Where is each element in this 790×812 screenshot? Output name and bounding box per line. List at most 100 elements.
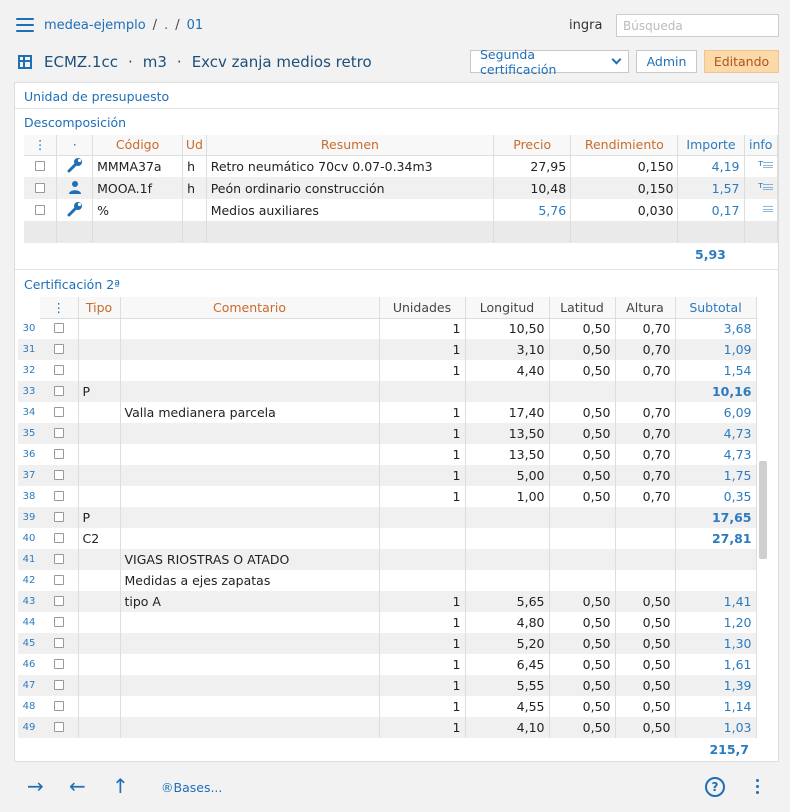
column-header[interactable]: Resumen [206, 135, 495, 156]
length-cell[interactable]: 4,80 [465, 612, 550, 633]
height-cell[interactable]: 0,70 [615, 339, 676, 360]
column-header[interactable]: Ud [182, 135, 207, 156]
bases-button[interactable]: ®Bases... [161, 780, 223, 795]
row-checkbox[interactable] [53, 596, 64, 606]
more-options-icon[interactable] [756, 779, 759, 794]
length-cell[interactable]: 4,55 [465, 696, 550, 717]
width-cell[interactable]: 0,50 [549, 486, 616, 507]
measurement-row[interactable]: 41 VIGAS RIOSTRAS O ATADO [18, 549, 757, 570]
height-cell[interactable]: 0,70 [615, 402, 676, 423]
width-cell[interactable]: 0,50 [549, 591, 616, 612]
width-cell[interactable]: 0,50 [549, 717, 616, 738]
measurement-row[interactable]: 31 1 3,10 0,50 0,70 1,09 [18, 339, 757, 360]
unit-cell[interactable]: h [182, 177, 207, 199]
admin-button[interactable]: Admin [636, 50, 697, 73]
measurement-row[interactable]: 39 P 17,65 [18, 507, 757, 528]
units-cell[interactable]: 1 [379, 591, 466, 612]
length-cell[interactable] [465, 381, 550, 402]
length-cell[interactable]: 17,40 [465, 402, 550, 423]
column-header[interactable]: info [744, 135, 778, 156]
length-cell[interactable]: 4,40 [465, 360, 550, 381]
type-cell[interactable] [78, 591, 121, 612]
measurement-row[interactable]: 32 1 4,40 0,50 0,70 1,54 [18, 360, 757, 381]
breadcrumb-chapter[interactable]: 01 [186, 17, 204, 33]
type-cell[interactable] [78, 717, 121, 738]
info-icon[interactable]: 𝄘 [744, 199, 778, 221]
unit-cell[interactable]: h [182, 155, 207, 177]
code-cell[interactable]: MMMA37a [92, 155, 184, 177]
type-cell[interactable] [78, 612, 121, 633]
height-cell[interactable]: 0,70 [615, 360, 676, 381]
row-checkbox[interactable] [53, 449, 64, 459]
length-cell[interactable]: 3,10 [465, 339, 550, 360]
units-cell[interactable] [379, 381, 466, 402]
decomposition-row[interactable]: MMMA37a h Retro neumático 70cv 0.07-0.34m3… [24, 155, 778, 177]
measurement-row[interactable]: 40 C2 27,81 [18, 528, 757, 549]
row-checkbox[interactable] [53, 680, 64, 690]
width-cell[interactable]: 0,50 [549, 675, 616, 696]
comment-cell[interactable] [120, 444, 380, 465]
length-cell[interactable]: 1,00 [465, 486, 550, 507]
summary-cell[interactable]: Retro neumático 70cv 0.07-0.34m3 [206, 155, 495, 177]
certification-select[interactable]: Segunda certificación [470, 47, 629, 77]
column-header[interactable]: Rendimiento [570, 135, 679, 156]
units-cell[interactable] [379, 528, 466, 549]
units-cell[interactable]: 1 [379, 339, 466, 360]
units-cell[interactable] [379, 549, 466, 570]
type-cell[interactable] [78, 486, 121, 507]
type-cell[interactable] [78, 423, 121, 444]
height-cell[interactable]: 0,70 [615, 423, 676, 444]
height-cell[interactable]: 0,70 [615, 465, 676, 486]
vertical-scrollbar[interactable] [759, 461, 767, 559]
height-cell[interactable]: 0,50 [615, 612, 676, 633]
comment-cell[interactable] [120, 318, 380, 339]
summary-cell[interactable]: Medios auxiliares [206, 199, 495, 221]
width-cell[interactable] [549, 381, 616, 402]
measurement-row[interactable]: 44 1 4,80 0,50 0,50 1,20 [18, 612, 757, 633]
row-checkbox[interactable] [53, 638, 64, 648]
row-checkbox[interactable] [53, 470, 64, 480]
column-menu-icon[interactable]: ⋮ [24, 135, 58, 156]
width-cell[interactable] [549, 549, 616, 570]
type-cell[interactable] [78, 633, 121, 654]
row-checkbox[interactable] [53, 659, 64, 669]
measurement-row[interactable]: 37 1 5,00 0,50 0,70 1,75 [18, 465, 757, 486]
user-name[interactable]: ingra [569, 18, 603, 33]
summary-cell[interactable]: Peón ordinario construcción [206, 177, 495, 199]
type-cell[interactable] [78, 570, 121, 591]
yield-cell[interactable]: 0,030 [570, 199, 679, 221]
column-header[interactable]: Comentario [120, 297, 380, 319]
length-cell[interactable]: 5,55 [465, 675, 550, 696]
units-cell[interactable] [379, 570, 466, 591]
code-cell[interactable]: MOOA.1f [92, 177, 184, 199]
comment-cell[interactable] [120, 654, 380, 675]
column-header[interactable]: Latitud [549, 297, 616, 319]
width-cell[interactable]: 0,50 [549, 339, 616, 360]
column-header[interactable]: Altura [615, 297, 676, 319]
comment-cell[interactable] [120, 423, 380, 444]
height-cell[interactable] [615, 549, 676, 570]
units-cell[interactable]: 1 [379, 318, 466, 339]
length-cell[interactable]: 6,45 [465, 654, 550, 675]
units-cell[interactable]: 1 [379, 444, 466, 465]
comment-cell[interactable]: VIGAS RIOSTRAS O ATADO [120, 549, 380, 570]
width-cell[interactable]: 0,50 [549, 360, 616, 381]
row-checkbox[interactable] [35, 160, 46, 171]
type-cell[interactable] [78, 402, 121, 423]
info-icon[interactable]: ᵀ𝄘 [744, 155, 778, 177]
comment-cell[interactable] [120, 633, 380, 654]
code-cell[interactable]: % [92, 199, 184, 221]
comment-cell[interactable] [120, 507, 380, 528]
row-checkbox[interactable] [53, 365, 64, 375]
type-cell[interactable]: C2 [78, 528, 121, 549]
height-cell[interactable]: 0,70 [615, 318, 676, 339]
comment-cell[interactable] [120, 465, 380, 486]
units-cell[interactable]: 1 [379, 423, 466, 444]
width-cell[interactable]: 0,50 [549, 654, 616, 675]
comment-cell[interactable] [120, 675, 380, 696]
comment-cell[interactable]: Medidas a ejes zapatas [120, 570, 380, 591]
row-checkbox[interactable] [53, 701, 64, 711]
type-cell[interactable] [78, 360, 121, 381]
measurement-row[interactable]: 30 1 10,50 0,50 0,70 3,68 [18, 318, 757, 339]
comment-cell[interactable] [120, 612, 380, 633]
